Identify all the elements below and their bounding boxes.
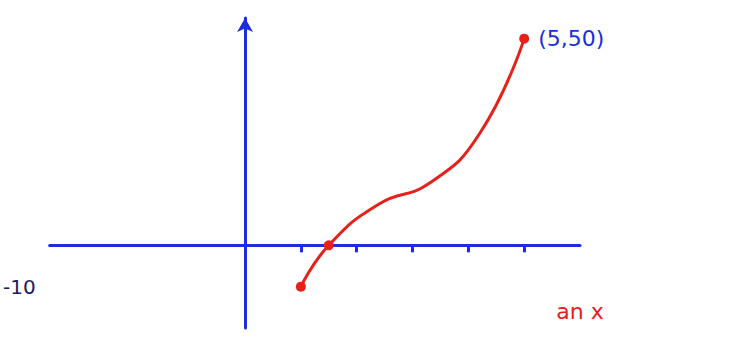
svg-text:an x: an x [556,299,603,324]
svg-text:(5,50): (5,50) [538,26,604,51]
svg-text:-10: -10 [3,275,36,299]
